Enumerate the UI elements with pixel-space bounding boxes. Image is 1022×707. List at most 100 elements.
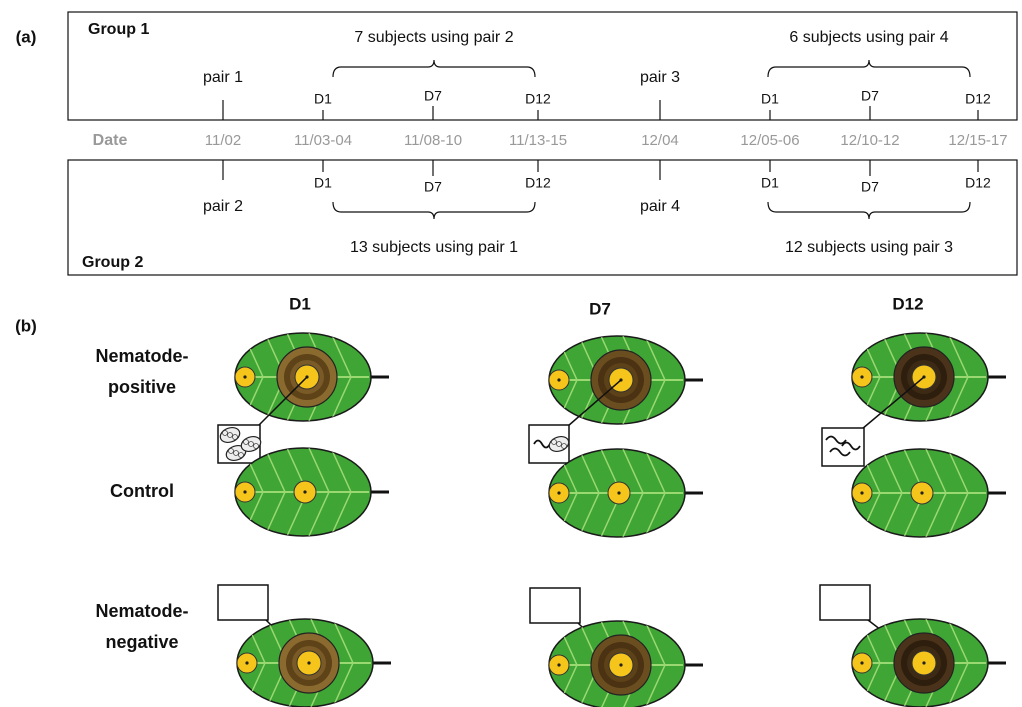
callout <box>861 376 925 430</box>
date: 11/13-15 <box>509 132 567 149</box>
veins <box>551 449 683 537</box>
vein <box>644 449 666 537</box>
spot-dot <box>243 375 247 379</box>
spot-dot <box>307 661 311 665</box>
pair-label: pair 4 <box>640 198 680 215</box>
egg-cell <box>232 434 238 440</box>
bracket <box>332 201 536 220</box>
vein <box>644 621 666 707</box>
spot-dot <box>922 661 926 665</box>
egg <box>548 435 570 453</box>
group-title: Group 1 <box>88 21 149 38</box>
pair-label: pair 3 <box>640 69 680 86</box>
leaf <box>851 448 1006 538</box>
leaf <box>548 620 703 707</box>
day-label: D1 <box>761 175 779 191</box>
spot-dot <box>557 491 561 495</box>
spot-dot <box>617 491 621 495</box>
spot-dot <box>860 661 864 665</box>
column-header: D1 <box>289 294 311 313</box>
egg-cell <box>238 452 244 458</box>
vein <box>332 619 354 707</box>
egg-cell <box>227 432 233 438</box>
day-label: D12 <box>525 175 551 191</box>
vein <box>947 449 969 537</box>
leaf <box>234 447 389 537</box>
column-header: D7 <box>589 299 611 318</box>
vein <box>644 336 666 424</box>
egg-cell <box>233 450 239 456</box>
row-label: Nematode- <box>95 346 188 366</box>
date-label: Date <box>93 132 128 149</box>
day-label: D7 <box>861 179 879 195</box>
panel-label: (a) <box>16 27 37 46</box>
panel-label: (b) <box>15 316 37 335</box>
spot-dot <box>920 491 924 495</box>
column-header: D12 <box>892 294 923 313</box>
egg <box>219 426 241 444</box>
pair-label: pair 1 <box>203 69 243 86</box>
inset-box <box>217 584 269 621</box>
day-label: D12 <box>965 175 991 191</box>
egg-cell <box>561 443 567 449</box>
egg-cell <box>228 448 234 454</box>
egg-cell <box>556 441 562 447</box>
inset-box <box>821 427 865 467</box>
spot-dot <box>860 375 864 379</box>
egg-cell <box>551 439 557 445</box>
group1-box <box>67 11 1018 121</box>
day-label: D1 <box>761 91 779 107</box>
day-label: D12 <box>965 91 991 107</box>
spot-dot <box>557 378 561 382</box>
date: 11/02 <box>205 132 241 149</box>
date: 12/04 <box>641 132 679 149</box>
worm <box>825 435 847 445</box>
row-label: Nematode- <box>95 601 188 621</box>
leaf <box>548 335 703 425</box>
inset-box <box>529 587 581 624</box>
vein <box>264 448 286 536</box>
vein <box>947 333 969 421</box>
spot-dot <box>303 490 307 494</box>
vein <box>622 449 644 537</box>
egg-cell <box>253 443 259 449</box>
egg-cell <box>248 441 254 447</box>
spot-dot <box>860 491 864 495</box>
leaf <box>851 332 1006 422</box>
spot-dot <box>245 661 249 665</box>
spot-dot <box>557 663 561 667</box>
bracket-label: 7 subjects using pair 2 <box>354 29 513 46</box>
day-label: D1 <box>314 175 332 191</box>
group2-box <box>67 159 1018 276</box>
day-label: D7 <box>424 88 442 104</box>
row-label: negative <box>105 632 178 652</box>
vein <box>947 619 969 707</box>
day-label: D12 <box>525 91 551 107</box>
leaf <box>548 448 703 538</box>
date: 12/05-06 <box>740 132 799 149</box>
egg <box>240 435 262 453</box>
bracket-label: 6 subjects using pair 4 <box>789 29 948 46</box>
bracket <box>767 59 971 78</box>
pair-label: pair 2 <box>203 198 243 215</box>
day-label: D7 <box>424 179 442 195</box>
bracket <box>767 201 971 220</box>
vein <box>308 448 330 536</box>
vein <box>578 449 600 537</box>
date: 11/03-04 <box>294 132 352 149</box>
bracket-label: 12 subjects using pair 3 <box>785 239 953 256</box>
vein <box>330 448 352 536</box>
date: 11/08-10 <box>404 132 462 149</box>
date: 12/15-17 <box>948 132 1007 149</box>
callout <box>257 376 308 427</box>
egg-cell <box>222 430 228 436</box>
vein <box>881 449 903 537</box>
bracket-label: 13 subjects using pair 1 <box>350 239 518 256</box>
vein <box>330 333 352 421</box>
leaf <box>236 618 391 707</box>
worm <box>841 441 861 451</box>
row-label: positive <box>108 377 176 397</box>
date: 12/10-12 <box>840 132 899 149</box>
day-label: D1 <box>314 91 332 107</box>
